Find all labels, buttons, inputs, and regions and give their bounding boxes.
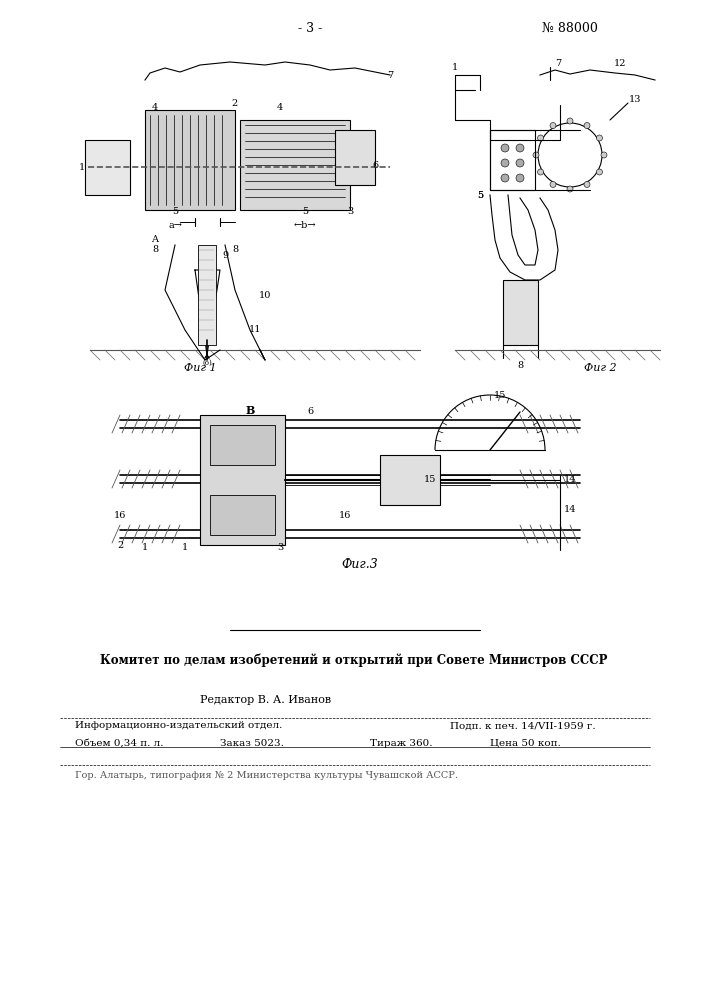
Circle shape — [431, 491, 438, 498]
Text: 3: 3 — [277, 544, 283, 552]
Bar — [85, 140, 130, 195]
Text: a→: a→ — [168, 221, 182, 230]
Text: 5: 5 — [477, 190, 483, 200]
Text: № 88000: № 88000 — [542, 21, 598, 34]
Text: 5: 5 — [477, 190, 483, 200]
Circle shape — [201, 431, 209, 439]
Circle shape — [501, 159, 509, 167]
Text: Подп. к печ. 14/VII-1959 г.: Подп. к печ. 14/VII-1959 г. — [450, 722, 595, 730]
Text: 2: 2 — [117, 540, 123, 550]
Text: Редактор В. А. Иванов: Редактор В. А. Иванов — [200, 695, 331, 705]
Text: 7: 7 — [387, 70, 393, 80]
Text: Тираж 360.: Тираж 360. — [370, 738, 433, 748]
Text: 12: 12 — [614, 58, 626, 68]
Text: 14: 14 — [563, 506, 576, 514]
Bar — [210, 425, 275, 465]
Circle shape — [431, 462, 438, 468]
Text: Цена 50 коп.: Цена 50 коп. — [490, 738, 561, 748]
Circle shape — [550, 181, 556, 187]
Circle shape — [102, 162, 112, 172]
Text: 7: 7 — [555, 58, 561, 68]
Circle shape — [601, 152, 607, 158]
Text: 1: 1 — [79, 162, 85, 172]
Text: 8: 8 — [232, 245, 238, 254]
Bar — [503, 280, 538, 345]
Text: 14: 14 — [563, 476, 576, 485]
Text: 16: 16 — [114, 510, 126, 520]
Bar — [490, 130, 535, 190]
Text: 9: 9 — [222, 250, 228, 259]
Circle shape — [274, 431, 282, 439]
Text: 5: 5 — [302, 208, 308, 217]
Text: Объем 0,34 п. л.: Объем 0,34 п. л. — [75, 738, 163, 748]
Circle shape — [584, 123, 590, 129]
Text: A: A — [151, 235, 158, 244]
Circle shape — [516, 174, 524, 182]
Text: Фиг 2: Фиг 2 — [584, 363, 617, 373]
Circle shape — [584, 181, 590, 187]
Circle shape — [274, 511, 282, 519]
Text: 8: 8 — [152, 245, 158, 254]
Text: 16: 16 — [339, 510, 351, 520]
Text: 6: 6 — [372, 160, 378, 169]
Circle shape — [501, 144, 509, 152]
Text: 2: 2 — [232, 99, 238, 107]
Circle shape — [501, 174, 509, 182]
Text: 3: 3 — [347, 207, 353, 216]
Bar — [240, 120, 350, 210]
Circle shape — [567, 186, 573, 192]
Circle shape — [382, 491, 389, 498]
Text: 1: 1 — [182, 544, 188, 552]
Circle shape — [382, 462, 389, 468]
Text: B: B — [245, 404, 255, 416]
Text: Гор. Алатырь, типография № 2 Министерства культуры Чувашской АССР.: Гор. Алатырь, типография № 2 Министерств… — [75, 770, 458, 780]
Text: 15: 15 — [423, 476, 436, 485]
Bar — [145, 110, 235, 210]
Bar — [210, 495, 275, 535]
Text: Комитет по делам изобретений и открытий при Совете Министров СССР: Комитет по делам изобретений и открытий … — [100, 653, 608, 667]
Text: 10: 10 — [259, 290, 271, 300]
Circle shape — [533, 152, 539, 158]
Circle shape — [516, 144, 524, 152]
Text: 4: 4 — [277, 104, 283, 112]
Text: (o): (o) — [202, 359, 212, 367]
Text: Фиг.3: Фиг.3 — [341, 558, 378, 572]
Text: 1: 1 — [142, 544, 148, 552]
Text: 6: 6 — [307, 408, 313, 416]
Text: - 3 -: - 3 - — [298, 21, 322, 34]
Text: Информационно-издательский отдел.: Информационно-издательский отдел. — [75, 722, 282, 730]
Text: 4: 4 — [152, 103, 158, 111]
Circle shape — [597, 169, 602, 175]
Circle shape — [201, 511, 209, 519]
Text: 15: 15 — [493, 390, 506, 399]
Bar — [335, 130, 375, 185]
Circle shape — [537, 135, 544, 141]
Text: 1: 1 — [452, 64, 458, 73]
Circle shape — [597, 135, 602, 141]
Bar — [198, 245, 216, 345]
Bar — [200, 415, 285, 545]
Text: 5: 5 — [172, 208, 178, 217]
Bar — [380, 455, 440, 505]
Circle shape — [567, 118, 573, 124]
Circle shape — [550, 123, 556, 129]
Circle shape — [516, 159, 524, 167]
Text: ←b→: ←b→ — [293, 221, 316, 230]
Circle shape — [537, 169, 544, 175]
Text: Фиг 1: Фиг 1 — [184, 363, 216, 373]
Text: 8: 8 — [517, 361, 523, 370]
Text: 11: 11 — [249, 326, 262, 334]
Text: 13: 13 — [629, 96, 641, 104]
Text: Заказ 5023.: Заказ 5023. — [220, 738, 284, 748]
